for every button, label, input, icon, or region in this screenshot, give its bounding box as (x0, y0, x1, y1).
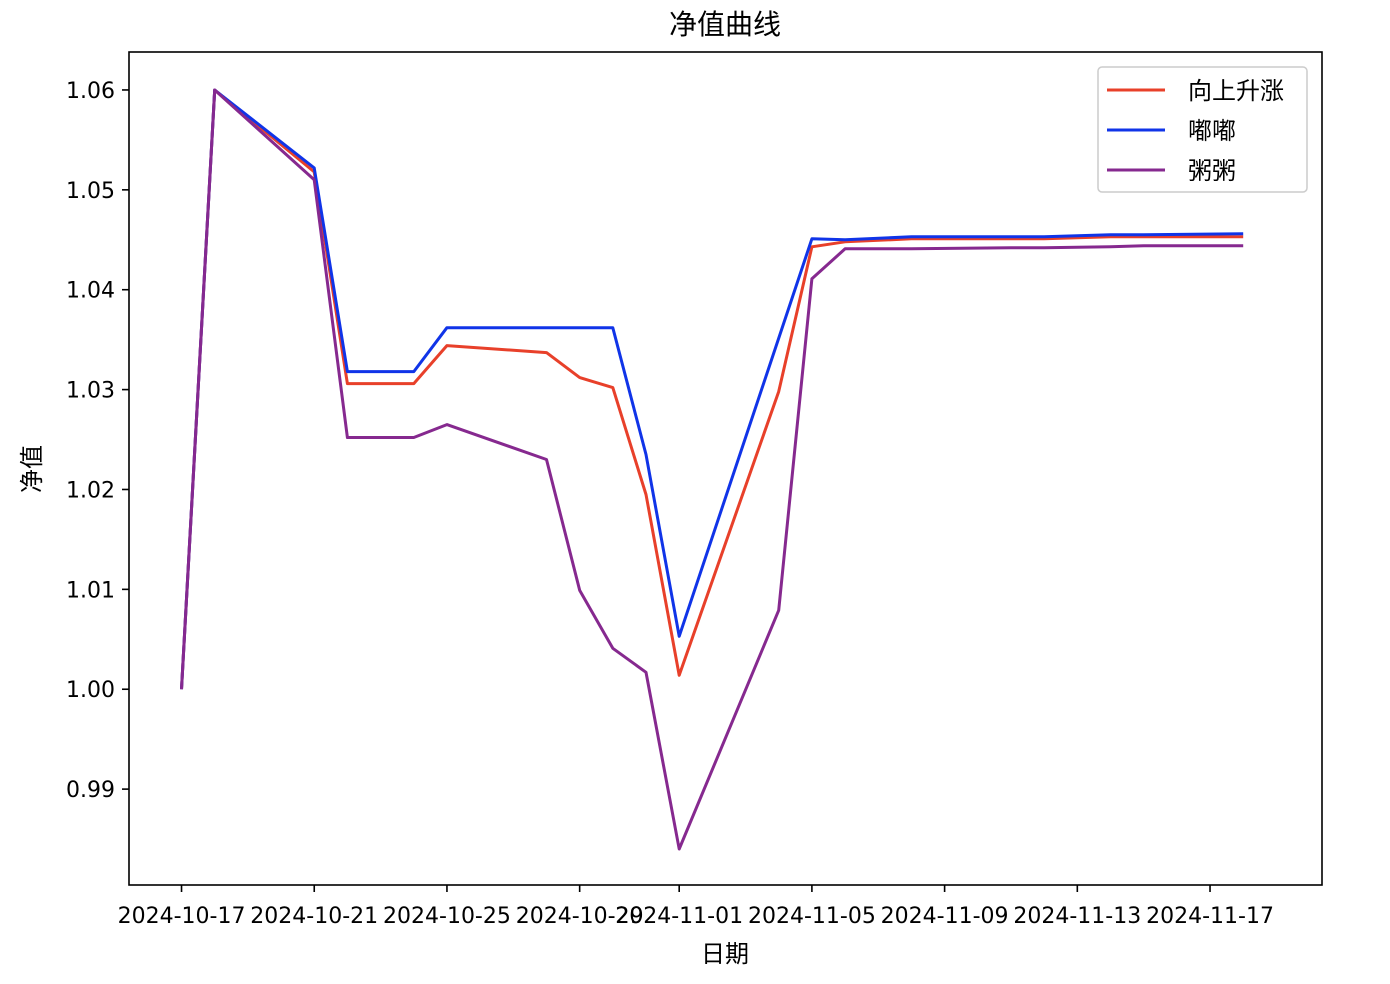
x-tick-label: 2024-11-09 (881, 904, 1009, 929)
y-tick-label: 0.99 (66, 778, 115, 803)
legend-box (1097, 66, 1308, 193)
y-tick-label: 1.05 (66, 179, 115, 204)
y-tick-label: 1.01 (66, 578, 115, 603)
series-line-2 (180, 88, 1244, 690)
x-tick-label: 2024-10-29 (516, 904, 644, 929)
legend-label-2: 嘟嘟 (1188, 117, 1236, 145)
x-tick-label: 2024-11-17 (1146, 904, 1274, 929)
legend-label-3: 粥粥 (1188, 157, 1236, 185)
x-tick-label: 2024-10-21 (250, 904, 378, 929)
y-axis-title: 净值 (18, 445, 46, 493)
x-tick-label: 2024-10-25 (383, 904, 511, 929)
plot-area (128, 51, 1323, 886)
y-tick-label: 1.04 (66, 279, 115, 304)
y-tick-label: 1.06 (66, 79, 115, 104)
legend-label-1: 向上升涨 (1188, 77, 1284, 105)
x-tick-label: 2024-11-05 (748, 904, 876, 929)
x-tick-label: 2024-11-01 (615, 904, 743, 929)
series-layer (180, 88, 1244, 851)
y-tick-label: 1.02 (66, 478, 115, 503)
x-axis-title: 日期 (701, 940, 749, 968)
x-tick-label: 2024-10-17 (118, 904, 246, 929)
y-axis: 0.99 1.00 1.01 1.02 1.03 1.04 1.05 1.06 (66, 79, 129, 803)
x-axis: 2024-10-17 2024-10-21 2024-10-25 2024-10-29… (118, 885, 1274, 929)
plot-frame (128, 51, 1323, 886)
y-tick-label: 1.00 (66, 678, 115, 703)
x-tick-label: 2024-11-13 (1013, 904, 1141, 929)
series-line-3 (180, 88, 1244, 851)
series-line-1 (180, 88, 1244, 690)
chart-title: 净值曲线 (669, 8, 781, 41)
y-tick-label: 1.03 (66, 379, 115, 404)
